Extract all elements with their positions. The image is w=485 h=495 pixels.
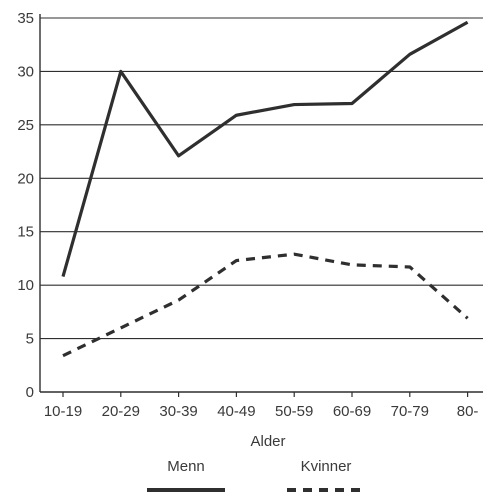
- legend: Menn Kvinner: [147, 458, 365, 492]
- series-lines: [61, 20, 469, 358]
- legend-label-menn: Menn: [167, 458, 205, 475]
- x-tick-label: 20-29: [102, 403, 140, 420]
- x-tick-labels: 10-19 20-29 30-39 40-49 50-59 60-69 70-79 80-: [44, 403, 479, 420]
- x-tick-label: 60-69: [333, 403, 371, 420]
- y-tick-label: 10: [17, 277, 34, 294]
- x-tick-label: 40-49: [217, 403, 255, 420]
- x-axis-title: Alder: [250, 433, 285, 450]
- x-tick-label: 10-19: [44, 403, 82, 420]
- gridlines: [40, 17, 483, 340]
- series-line-menn: [61, 20, 469, 278]
- y-tick-label: 0: [26, 384, 34, 401]
- y-tick-label: 5: [26, 331, 34, 348]
- y-tick-label: 15: [17, 224, 34, 241]
- y-tick-label: 30: [17, 63, 34, 80]
- legend-label-kvinner: Kvinner: [301, 458, 352, 475]
- y-tick-label: 35: [17, 10, 34, 27]
- x-tick-label: 80-: [457, 403, 479, 420]
- axes: [39, 14, 483, 397]
- y-tick-label: 20: [17, 170, 34, 187]
- y-tick-labels: 0 5 10 15 20 25 30 35: [17, 10, 34, 401]
- x-tick-label: 30-39: [159, 403, 197, 420]
- y-tick-label: 25: [17, 117, 34, 134]
- series-line-kvinner: [62, 252, 469, 358]
- x-tick-label: 70-79: [391, 403, 429, 420]
- x-tick-label: 50-59: [275, 403, 313, 420]
